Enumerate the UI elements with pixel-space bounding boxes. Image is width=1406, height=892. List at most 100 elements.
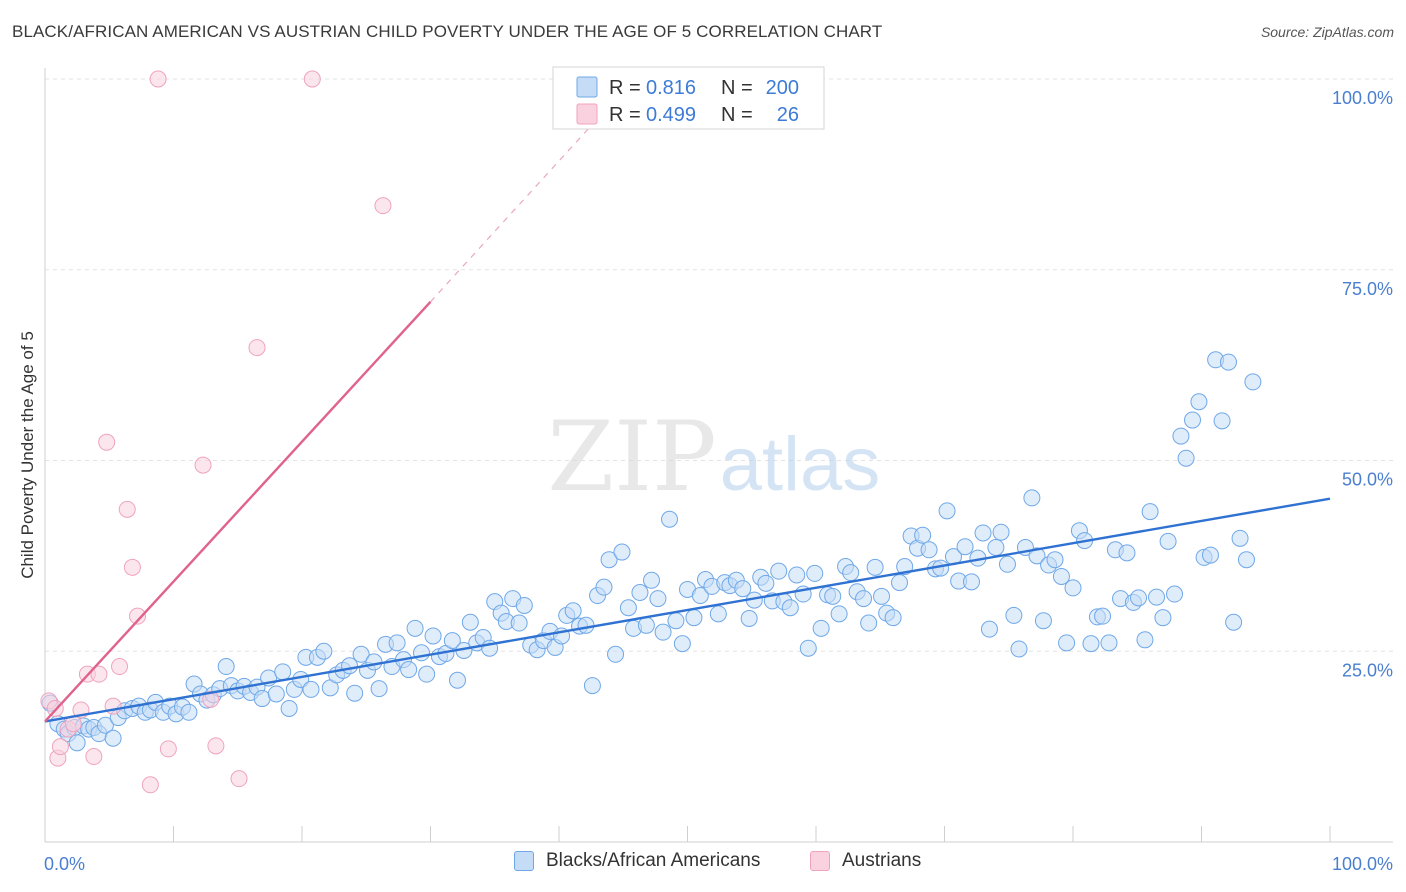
point-blacks-178 (1118, 544, 1136, 562)
stats-n-value-1: 26 (777, 104, 799, 126)
point-blacks-60 (406, 619, 424, 637)
point-blacks-102 (661, 510, 679, 528)
point-blacks-11 (104, 729, 122, 747)
y-tick-label-2: 75.0% (1342, 279, 1393, 299)
point-blacks-37 (267, 685, 285, 703)
stats-r-value-0: 0.816 (646, 77, 696, 99)
point-blacks-63 (424, 627, 442, 645)
point-blacks-35 (253, 690, 271, 708)
point-blacks-86 (564, 602, 582, 620)
point-blacks-152 (962, 573, 980, 591)
point-blacks-91 (595, 578, 613, 596)
axis-layer: 25.0% 50.0% 75.0% 100.0% 0.0% 100.0% (44, 68, 1393, 874)
point-blacks-136 (866, 558, 884, 576)
point-blacks-129 (824, 587, 842, 605)
point-blacks-92 (600, 551, 618, 569)
point-austrians-24 (303, 70, 321, 88)
trend-line-blacks (44, 497, 1331, 723)
point-blacks-186 (1166, 585, 1184, 603)
point-blacks-114 (734, 580, 752, 598)
point-austrians-3 (51, 738, 69, 756)
point-blacks-99 (643, 571, 661, 589)
trend-line-austrians (44, 300, 432, 723)
point-blacks-59 (400, 661, 418, 679)
stats-swatch-1 (576, 103, 598, 125)
point-blacks-182 (1141, 503, 1159, 521)
point-blacks-169 (1064, 579, 1082, 597)
point-blacks-127 (812, 619, 830, 637)
point-blacks-174 (1094, 607, 1112, 625)
point-blacks-137 (873, 587, 891, 605)
point-blacks-194 (1213, 412, 1231, 430)
point-blacks-77 (510, 614, 528, 632)
series-legend: Blacks/African Americans Austrians (0, 850, 1406, 878)
point-blacks-157 (992, 523, 1010, 541)
point-blacks-51 (352, 645, 370, 663)
point-austrians-19 (194, 456, 212, 474)
watermark: ZIP atlas (547, 401, 880, 513)
point-austrians-9 (90, 665, 108, 683)
point-blacks-181 (1136, 631, 1154, 649)
point-blacks-66 (443, 632, 461, 650)
stats-legend-box (552, 66, 825, 130)
point-blacks-50 (346, 684, 364, 702)
point-austrians-25 (374, 197, 392, 215)
point-blacks-118 (757, 574, 775, 592)
point-blacks-23 (180, 703, 198, 721)
point-austrians-21 (207, 737, 225, 755)
point-blacks-107 (691, 587, 709, 605)
legend-swatch-blue (514, 851, 534, 871)
point-blacks-61 (413, 644, 431, 662)
point-blacks-89 (583, 677, 601, 695)
point-blacks-38 (274, 663, 292, 681)
point-blacks-115 (740, 609, 758, 627)
x-tick-label-left: 0.0% (44, 854, 85, 874)
point-blacks-120 (770, 562, 788, 580)
point-blacks-187 (1172, 427, 1190, 445)
stats-n-value-0: 200 (766, 77, 799, 99)
point-blacks-53 (365, 653, 383, 671)
point-blacks-45 (315, 642, 333, 660)
point-blacks-5 (68, 734, 86, 752)
point-blacks-140 (891, 574, 909, 592)
point-austrians-18 (159, 740, 177, 758)
point-blacks-94 (613, 543, 631, 561)
legend-item-blacks: Blacks/African Americans (514, 850, 760, 872)
chart-title: BLACK/AFRICAN AMERICAN VS AUSTRIAN CHILD… (12, 22, 883, 41)
point-blacks-97 (631, 583, 649, 601)
point-blacks-125 (799, 639, 817, 657)
point-blacks-192 (1201, 546, 1219, 564)
point-blacks-159 (1005, 606, 1023, 624)
point-blacks-144 (914, 526, 932, 544)
point-blacks-39 (280, 699, 298, 717)
point-blacks-130 (830, 605, 848, 623)
stats-swatch-0 (576, 76, 598, 98)
point-blacks-168 (1058, 634, 1076, 652)
point-blacks-158 (998, 555, 1016, 573)
legend-label-blacks: Blacks/African Americans (546, 850, 761, 871)
point-blacks-175 (1100, 634, 1118, 652)
point-blacks-100 (649, 590, 667, 608)
point-blacks-189 (1184, 411, 1202, 429)
x-tick-label-right: 100.0% (1332, 854, 1393, 874)
y-tick-label-0: 25.0% (1342, 660, 1393, 680)
point-blacks-197 (1231, 529, 1249, 547)
legend-item-austrians: Austrians (810, 850, 921, 872)
point-blacks-154 (974, 524, 992, 542)
point-blacks-164 (1034, 612, 1052, 630)
point-blacks-180 (1130, 589, 1148, 607)
point-blacks-57 (388, 634, 406, 652)
point-blacks-166 (1046, 551, 1064, 569)
point-austrians-16 (141, 776, 159, 794)
points-layer (40, 70, 1262, 794)
point-austrians-17 (149, 70, 167, 88)
point-austrians-12 (111, 658, 129, 676)
point-blacks-123 (788, 566, 806, 584)
point-blacks-195 (1219, 353, 1237, 371)
point-blacks-104 (673, 635, 691, 653)
y-tick-label-1: 50.0% (1342, 470, 1393, 490)
point-austrians-8 (85, 748, 103, 766)
point-blacks-106 (685, 609, 703, 627)
point-austrians-13 (118, 500, 136, 518)
